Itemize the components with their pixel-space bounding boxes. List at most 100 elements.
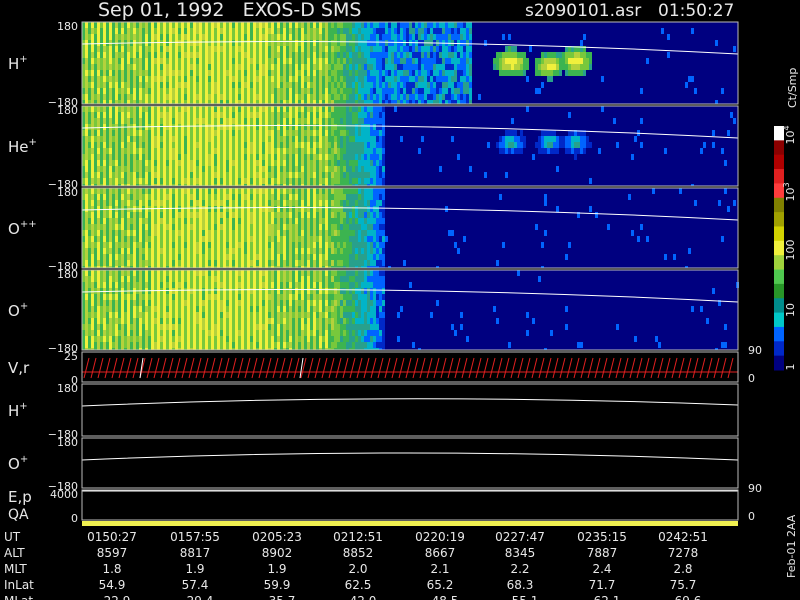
pixel [574, 46, 577, 52]
pixel [286, 40, 289, 46]
pixel [103, 118, 106, 124]
pixel [349, 218, 352, 224]
pixel [340, 148, 343, 154]
pixel [217, 248, 220, 254]
pixel [400, 70, 403, 76]
pixel [337, 236, 340, 242]
pixel [151, 248, 154, 254]
pixel [121, 218, 124, 224]
pixel [382, 160, 385, 166]
pixel [157, 106, 160, 112]
pixel [88, 40, 91, 46]
pixel [460, 82, 463, 88]
pixel [280, 130, 283, 136]
pixel [97, 148, 100, 154]
pixel [106, 218, 109, 224]
pixel [151, 64, 154, 70]
pixel [145, 200, 148, 206]
pixel [370, 46, 373, 52]
pixel [193, 76, 196, 82]
pixel [151, 236, 154, 242]
pixel [457, 70, 460, 76]
pixel [175, 154, 178, 160]
pixel [235, 212, 238, 218]
pixel [268, 112, 271, 118]
pixel [349, 224, 352, 230]
pixel [271, 154, 274, 160]
pixel [469, 22, 472, 28]
pixel [175, 76, 178, 82]
pixel [301, 28, 304, 34]
pixel [226, 254, 229, 260]
pixel [181, 160, 184, 166]
pixel [433, 94, 436, 100]
pixel [208, 106, 211, 112]
pixel [322, 112, 325, 118]
pixel [82, 230, 85, 236]
pixel [373, 82, 376, 88]
pixel [172, 166, 175, 172]
pixel [289, 46, 292, 52]
pixel [340, 52, 343, 58]
pixel [229, 76, 232, 82]
pixel [130, 194, 133, 200]
pixel [436, 76, 439, 82]
pixel [541, 142, 544, 148]
pixel [217, 154, 220, 160]
pixel [157, 88, 160, 94]
pixel [355, 194, 358, 200]
pixel [466, 70, 469, 76]
pixel [169, 34, 172, 40]
pixel [214, 212, 217, 218]
pixel [337, 106, 340, 112]
pixel [112, 118, 115, 124]
pixel [196, 148, 199, 154]
pixel [127, 218, 130, 224]
pixel [193, 218, 196, 224]
pixel [259, 206, 262, 212]
pixel [190, 212, 193, 218]
pixel [118, 230, 121, 236]
pixel [91, 70, 94, 76]
pixel [298, 212, 301, 218]
pixel [355, 46, 358, 52]
pixel [136, 184, 139, 186]
pixel [187, 100, 190, 104]
pixel [136, 224, 139, 230]
pixel [265, 230, 268, 236]
pixel [232, 236, 235, 242]
pixel [250, 160, 253, 166]
pixel [238, 266, 241, 268]
pixel [520, 64, 523, 70]
pixel [355, 88, 358, 94]
pixel [133, 106, 136, 112]
pixel [223, 124, 226, 130]
pixel [301, 22, 304, 28]
pixel [319, 40, 322, 46]
pixel [583, 130, 586, 136]
pixel [169, 172, 172, 178]
pixel [262, 28, 265, 34]
pixel [577, 58, 580, 64]
pixel [256, 40, 259, 46]
pixel [538, 148, 541, 154]
pixel [370, 194, 373, 200]
pixel [151, 118, 154, 124]
pixel [250, 184, 253, 186]
pixel [181, 184, 184, 186]
pixel [226, 142, 229, 148]
pixel [301, 242, 304, 248]
pixel [217, 160, 220, 166]
pixel [175, 94, 178, 100]
pixel [307, 212, 310, 218]
pixel [184, 40, 187, 46]
pixel [109, 260, 112, 266]
pixel [508, 148, 511, 154]
pixel [247, 82, 250, 88]
pixel [142, 172, 145, 178]
pixel [382, 236, 385, 242]
pixel [361, 112, 364, 118]
pixel [235, 70, 238, 76]
pixel [238, 76, 241, 82]
pixel [427, 88, 430, 94]
